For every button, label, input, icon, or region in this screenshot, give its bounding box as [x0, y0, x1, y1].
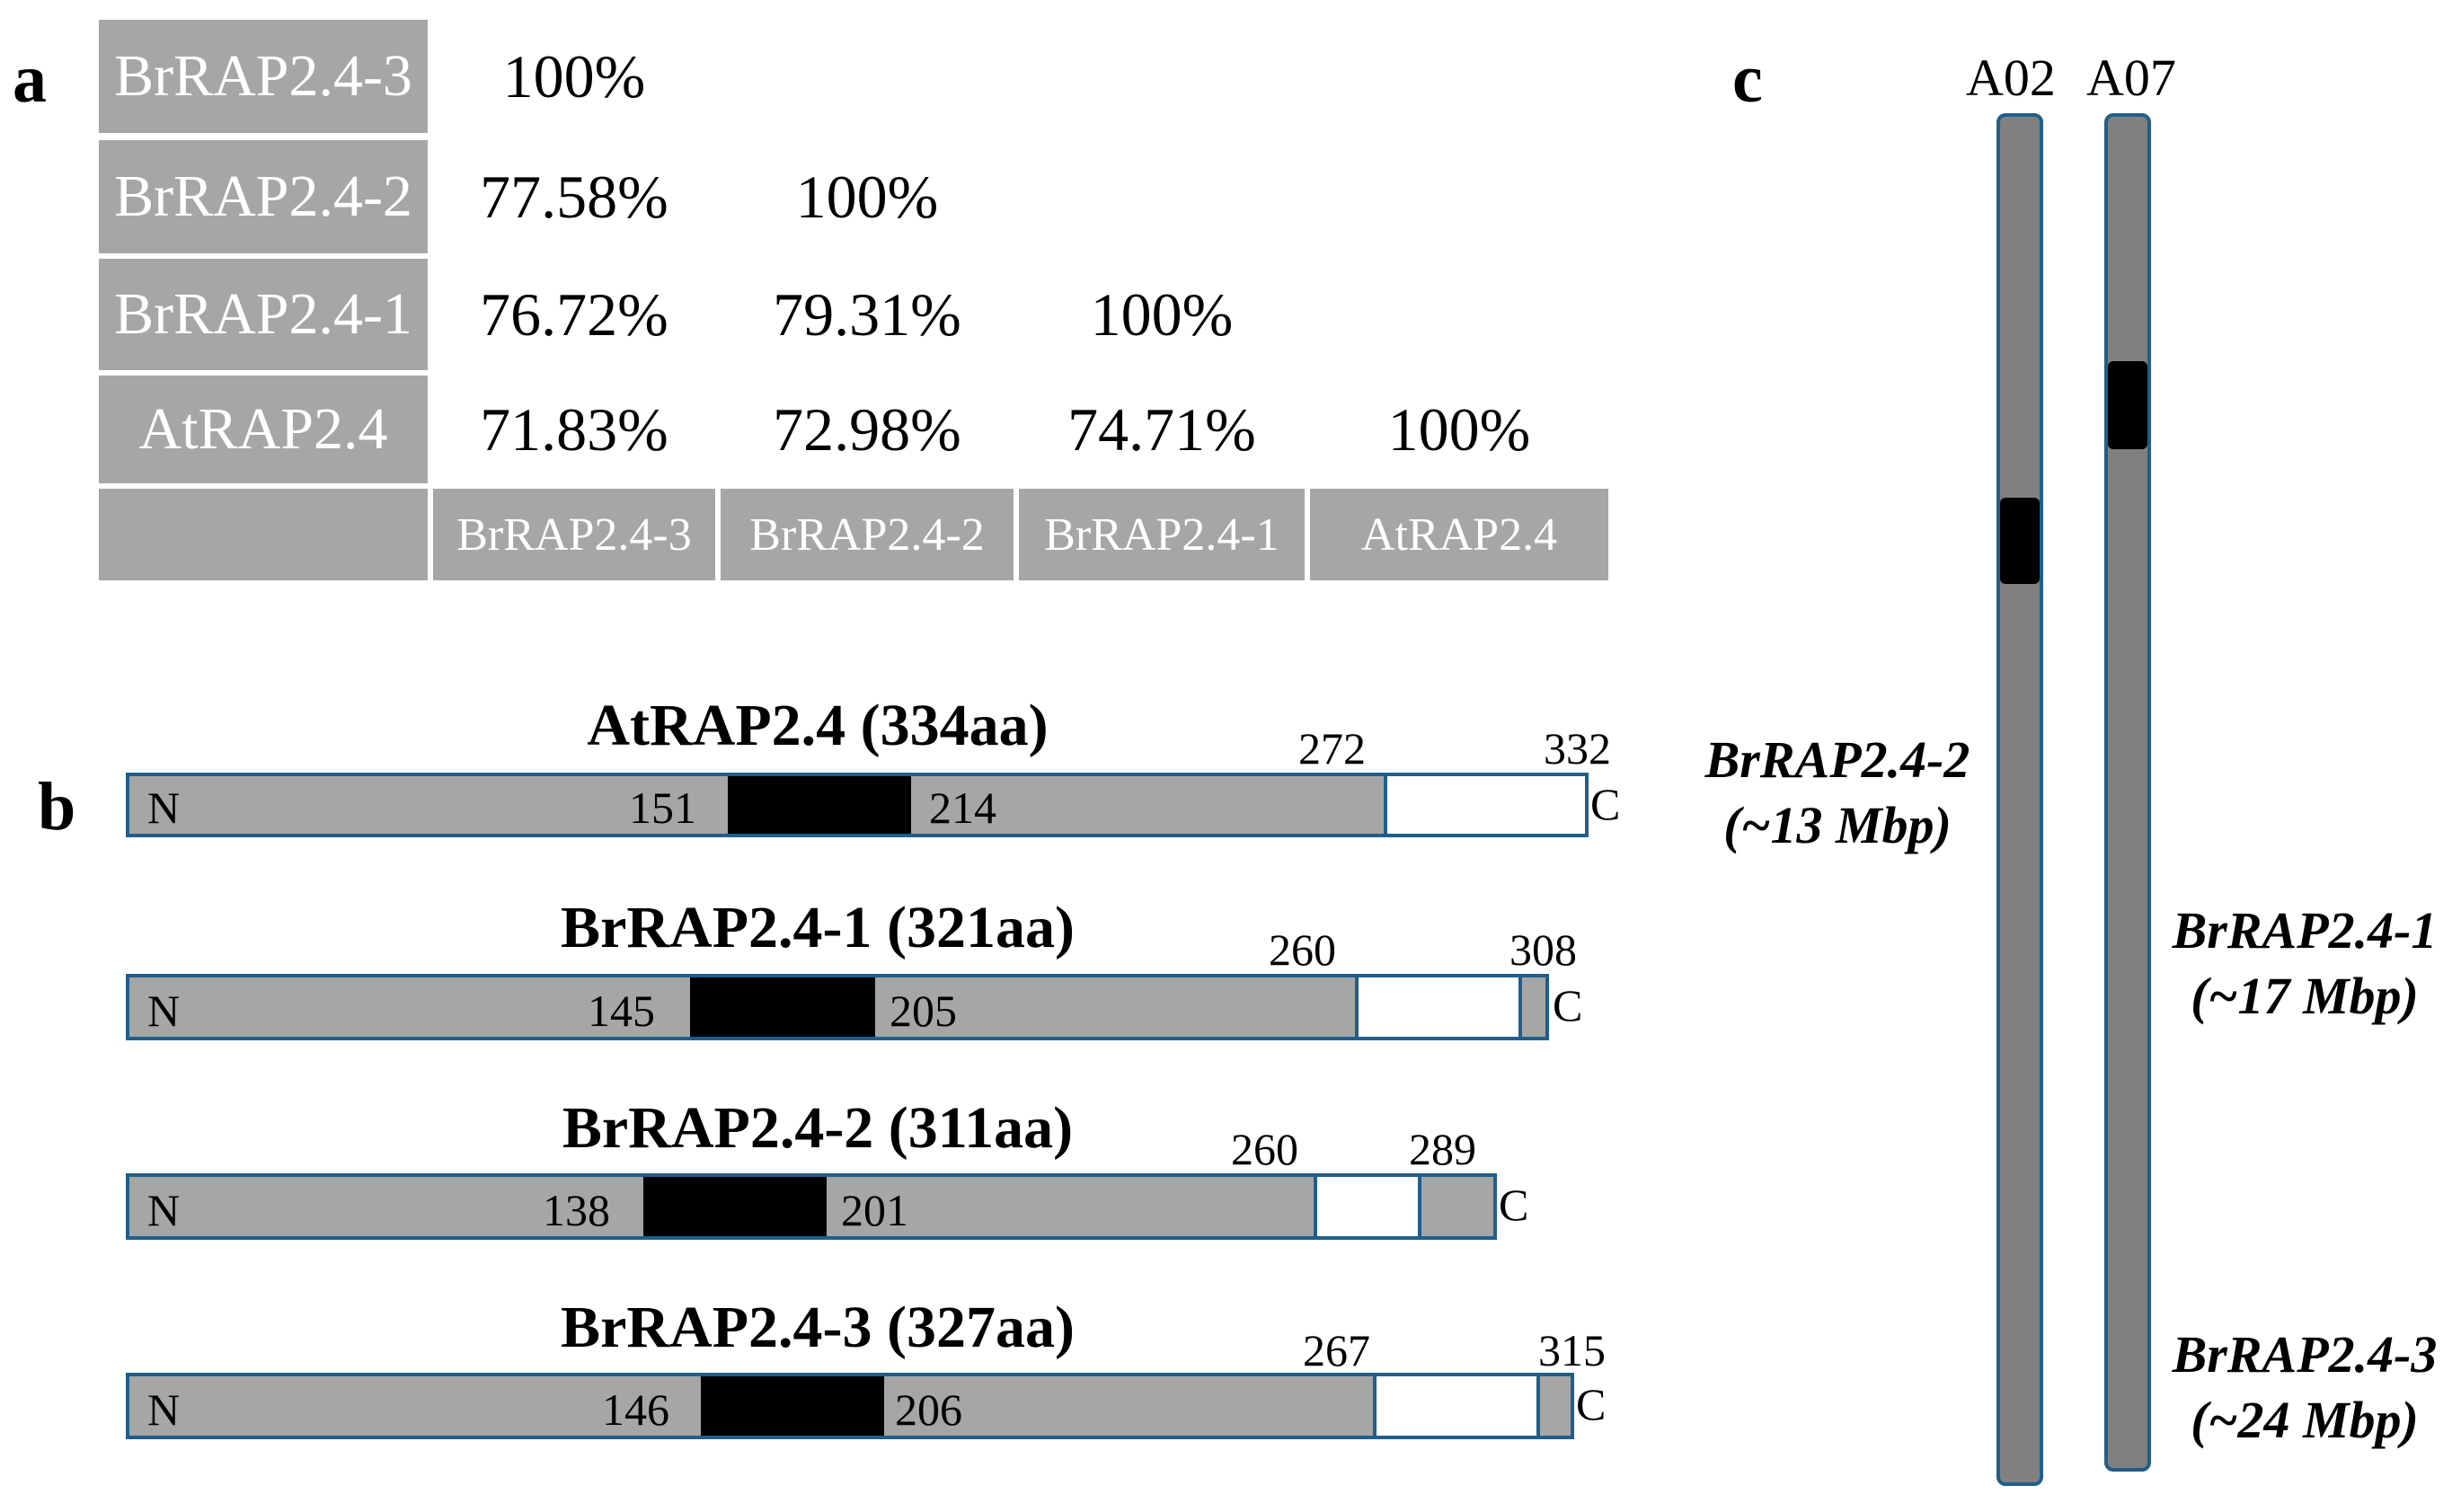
panel-label-b: b	[38, 769, 76, 844]
identity-value: 79.31%	[773, 279, 961, 349]
c-terminus-label: C	[1553, 980, 1583, 1030]
gene-locus-band	[2000, 498, 2040, 584]
conserved-domain	[701, 1376, 884, 1436]
identity-value: 100%	[502, 41, 646, 111]
identity-value: 100%	[795, 162, 939, 231]
white-region	[1355, 977, 1522, 1037]
white-end-number: 315	[1538, 1325, 1606, 1375]
protein-title: BrRAP2.4-2 (311aa)	[562, 1095, 1074, 1161]
conserved-domain	[690, 977, 875, 1037]
domain-start-number: 138	[543, 1185, 610, 1235]
conserved-domain	[728, 776, 911, 834]
c-terminus-label: C	[1576, 1379, 1607, 1429]
domain-end-number: 206	[895, 1384, 962, 1435]
gene-locus-band	[2108, 361, 2147, 449]
chromosome-label-a02: A02	[1966, 49, 2056, 107]
chromosome-a07	[2104, 113, 2151, 1472]
gene-location-label-brrap2-4-1: BrRAP2.4-1 (~17 Mbp)	[2156, 898, 2453, 1029]
empty-corner-cell	[99, 489, 428, 580]
domain-start-number: 146	[602, 1384, 669, 1435]
gene-location-label-brrap2-4-2: BrRAP2.4-2 (~13 Mbp)	[1689, 728, 1986, 858]
domain-end-number: 214	[929, 783, 996, 833]
gene-position: (~24 Mbp)	[2191, 1390, 2419, 1449]
identity-value: 100%	[1387, 394, 1531, 464]
column-header: BrRAP2.4-3	[433, 489, 715, 580]
row-header: BrRAP2.4-2	[99, 140, 428, 253]
protein-title: BrRAP2.4-1 (321aa)	[561, 895, 1075, 960]
identity-value: 74.71%	[1067, 394, 1256, 464]
gene-location-label-brrap2-4-3: BrRAP2.4-3 (~24 Mbp)	[2156, 1322, 2453, 1453]
row-header: BrRAP2.4-3	[99, 20, 428, 133]
identity-value: 77.58%	[480, 162, 668, 231]
white-end-number: 289	[1409, 1124, 1476, 1174]
c-terminus-label: C	[1590, 779, 1621, 829]
white-region	[1314, 1177, 1421, 1236]
domain-start-number: 145	[588, 986, 655, 1036]
row-header: BrRAP2.4-1	[99, 259, 428, 370]
protein-bar: N 138 201	[126, 1173, 1497, 1240]
protein-title: AtRAP2.4 (334aa)	[587, 693, 1049, 758]
gene-position: (~13 Mbp)	[1723, 795, 1952, 854]
column-header: BrRAP2.4-1	[1019, 489, 1305, 580]
gene-name: BrRAP2.4-3	[2172, 1325, 2438, 1384]
chromosome-label-a07: A07	[2086, 49, 2176, 107]
white-start-number: 260	[1269, 924, 1336, 975]
c-terminus-label: C	[1499, 1180, 1529, 1230]
identity-value: 72.98%	[773, 394, 961, 464]
gene-position: (~17 Mbp)	[2191, 966, 2419, 1025]
protein-bar: N 151 214	[126, 773, 1589, 837]
n-terminus-label: N	[147, 986, 181, 1036]
conserved-domain	[643, 1177, 827, 1236]
white-start-number: 267	[1303, 1325, 1370, 1375]
column-header: BrRAP2.4-2	[721, 489, 1014, 580]
protein-bar: N 146 206	[126, 1373, 1574, 1439]
panel-label-c: c	[1732, 41, 1763, 117]
domain-end-number: 205	[890, 986, 957, 1036]
white-region	[1373, 1376, 1540, 1436]
protein-title: BrRAP2.4-3 (327aa)	[561, 1295, 1075, 1360]
white-start-number: 272	[1298, 723, 1366, 774]
panel-label-a: a	[13, 41, 47, 117]
domain-end-number: 201	[841, 1185, 908, 1235]
gene-name: BrRAP2.4-1	[2172, 901, 2438, 959]
white-region	[1384, 776, 1589, 834]
n-terminus-label: N	[147, 783, 181, 833]
white-start-number: 260	[1231, 1124, 1298, 1174]
chromosome-a02	[1996, 113, 2043, 1486]
domain-start-number: 151	[629, 783, 696, 833]
n-terminus-label: N	[147, 1384, 181, 1435]
white-end-number: 332	[1544, 723, 1611, 774]
protein-bar: N 145 205	[126, 974, 1549, 1040]
column-header: AtRAP2.4	[1310, 489, 1608, 580]
identity-value: 76.72%	[480, 279, 668, 349]
n-terminus-label: N	[147, 1185, 181, 1235]
white-end-number: 308	[1509, 924, 1577, 975]
identity-value: 71.83%	[480, 394, 668, 464]
row-header: AtRAP2.4	[99, 376, 428, 483]
identity-value: 100%	[1090, 279, 1234, 349]
gene-name: BrRAP2.4-2	[1704, 730, 1970, 789]
